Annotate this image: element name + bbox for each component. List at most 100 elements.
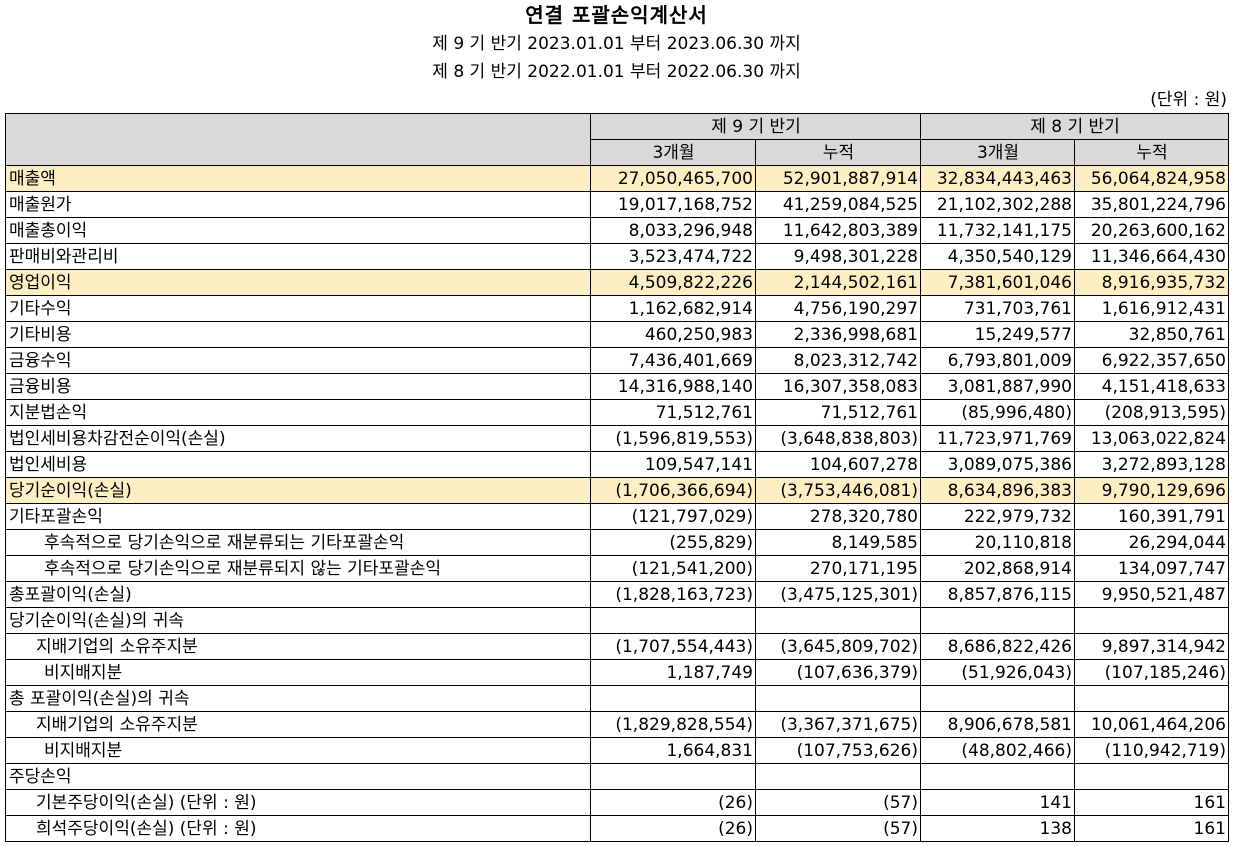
cell-value: 56,064,824,958 xyxy=(1074,165,1229,192)
row-label: 총 포괄이익(손실)의 귀속 xyxy=(5,685,591,712)
cell-value: 16,307,358,083 xyxy=(755,373,921,400)
cell-value: 52,901,887,914 xyxy=(755,165,921,192)
cell-value: 8,857,876,115 xyxy=(920,581,1075,608)
table-row: 금융비용 14,316,988,140 16,307,358,083 3,081,88… xyxy=(5,373,1229,400)
table-row: 당기순이익(손실) (1,706,366,694) (3,753,446,081) 8… xyxy=(5,477,1229,504)
cell-value: 160,391,791 xyxy=(1074,503,1229,530)
cell-value: 32,850,761 xyxy=(1074,321,1229,348)
cell-value: 8,033,296,948 xyxy=(590,217,756,244)
cell-value: 26,294,044 xyxy=(1074,529,1229,556)
cell-value: (51,926,043) xyxy=(920,659,1075,686)
cell-value: 71,512,761 xyxy=(755,399,921,426)
cell-value xyxy=(920,763,1075,790)
cell-value: 141 xyxy=(920,789,1075,816)
table-row: 기타비용 460,250,983 2,336,998,681 15,249,577 32… xyxy=(5,321,1229,348)
cell-value: (1,596,819,553) xyxy=(590,425,756,452)
cell-value: 20,110,818 xyxy=(920,529,1075,556)
cell-value: (3,645,809,702) xyxy=(755,633,921,660)
header-label-cell xyxy=(5,113,591,166)
row-label: 매출총이익 xyxy=(5,217,591,244)
header-current-period: 제 9 기 반기 xyxy=(590,113,921,140)
table-row: 당기순이익(손실)의 귀속 xyxy=(5,607,1229,634)
cell-value: 109,547,141 xyxy=(590,451,756,478)
cell-value: (26) xyxy=(590,789,756,816)
cell-value: 4,350,540,129 xyxy=(920,243,1075,270)
cell-value: 3,081,887,990 xyxy=(920,373,1075,400)
row-label: 지배기업의 소유주지분 xyxy=(5,711,591,738)
statement-title: 연결 포괄손익계산서 xyxy=(525,3,708,27)
cell-value: (107,185,246) xyxy=(1074,659,1229,686)
row-label: 당기순이익(손실) xyxy=(5,477,591,504)
row-label: 금융비용 xyxy=(5,373,591,400)
row-label: 비지배지분 xyxy=(5,659,591,686)
cell-value: 138 xyxy=(920,815,1075,842)
cell-value: (255,829) xyxy=(590,529,756,556)
row-label: 법인세비용 xyxy=(5,451,591,478)
cell-value: 8,634,896,383 xyxy=(920,477,1075,504)
cell-value: 278,320,780 xyxy=(755,503,921,530)
cell-value: 11,723,971,769 xyxy=(920,425,1075,452)
table-row: 총 포괄이익(손실)의 귀속 xyxy=(5,685,1229,712)
cell-value: 4,509,822,226 xyxy=(590,269,756,296)
cell-value: 27,050,465,700 xyxy=(590,165,756,192)
cell-value: 460,250,983 xyxy=(590,321,756,348)
cell-value: 1,187,749 xyxy=(590,659,756,686)
cell-value: 7,381,601,046 xyxy=(920,269,1075,296)
cell-value: 161 xyxy=(1074,789,1229,816)
cell-value: (110,942,719) xyxy=(1074,737,1229,764)
table-row: 영업이익 4,509,822,226 2,144,502,161 7,381,601,… xyxy=(5,269,1229,296)
cell-value: 6,922,357,650 xyxy=(1074,347,1229,374)
cell-value: (1,706,366,694) xyxy=(590,477,756,504)
cell-value: 2,144,502,161 xyxy=(755,269,921,296)
cell-value: 731,703,761 xyxy=(920,295,1075,322)
row-label: 매출액 xyxy=(5,165,591,192)
table-row: 총포괄이익(손실) (1,828,163,723) (3,475,125,301) 8… xyxy=(5,581,1229,608)
table-row: 지분법손익 71,512,761 71,512,761 (85,996,480) (20… xyxy=(5,399,1229,426)
table-row: 비지배지분 1,187,749 (107,636,379) (51,926,043)(… xyxy=(5,659,1229,686)
cell-value: (3,475,125,301) xyxy=(755,581,921,608)
cell-value xyxy=(590,685,756,712)
cell-value: 202,868,914 xyxy=(920,555,1075,582)
table-row: 기본주당이익(손실) (단위 : 원) (26) (57) 141 161 xyxy=(5,789,1229,816)
table-row: 비지배지분 1,664,831 (107,753,626) (48,802,466)(… xyxy=(5,737,1229,764)
cell-value xyxy=(1074,607,1229,634)
cell-value: (1,828,163,723) xyxy=(590,581,756,608)
cell-value: 1,664,831 xyxy=(590,737,756,764)
cell-value: (3,367,371,675) xyxy=(755,711,921,738)
row-label: 지배기업의 소유주지분 xyxy=(5,633,591,660)
cell-value: (1,707,554,443) xyxy=(590,633,756,660)
row-label: 판매비와관리비 xyxy=(5,243,591,270)
cell-value: 9,950,521,487 xyxy=(1074,581,1229,608)
cell-value: 11,642,803,389 xyxy=(755,217,921,244)
cell-value: 41,259,084,525 xyxy=(755,191,921,218)
cell-value: 71,512,761 xyxy=(590,399,756,426)
row-label: 후속적으로 당기손익으로 재분류되지 않는 기타포괄손익 xyxy=(5,555,591,582)
header-row-sub: 3개월 누적 3개월 누적 xyxy=(6,139,1229,166)
cell-value: 8,906,678,581 xyxy=(920,711,1075,738)
cell-value: (57) xyxy=(755,789,921,816)
header-current-cumulative: 누적 xyxy=(755,139,921,166)
cell-value: (48,802,466) xyxy=(920,737,1075,764)
cell-value: 222,979,732 xyxy=(920,503,1075,530)
cell-value: 35,801,224,796 xyxy=(1074,191,1229,218)
cell-value: 4,151,418,633 xyxy=(1074,373,1229,400)
row-label: 비지배지분 xyxy=(5,737,591,764)
header-prior-3m: 3개월 xyxy=(920,139,1075,166)
cell-value: (57) xyxy=(755,815,921,842)
table-row: 주당손익 xyxy=(5,763,1229,790)
cell-value: 20,263,600,162 xyxy=(1074,217,1229,244)
cell-value: 161 xyxy=(1074,815,1229,842)
table-row: 법인세비용 109,547,141 104,607,278 3,089,075,386… xyxy=(5,451,1229,478)
cell-value: 2,336,998,681 xyxy=(755,321,921,348)
cell-value xyxy=(920,607,1075,634)
cell-value xyxy=(590,763,756,790)
cell-value xyxy=(1074,685,1229,712)
row-label: 기타포괄손익 xyxy=(5,503,591,530)
cell-value: (121,797,029) xyxy=(590,503,756,530)
header-prior-period: 제 8 기 반기 xyxy=(920,113,1229,140)
cell-value xyxy=(590,607,756,634)
table-row: 희석주당이익(손실) (단위 : 원) (26) (57) 138 161 xyxy=(5,815,1229,842)
cell-value: 11,732,141,175 xyxy=(920,217,1075,244)
cell-value: 9,498,301,228 xyxy=(755,243,921,270)
table-row: 기타수익 1,162,682,914 4,756,190,297 731,703,76… xyxy=(5,295,1229,322)
